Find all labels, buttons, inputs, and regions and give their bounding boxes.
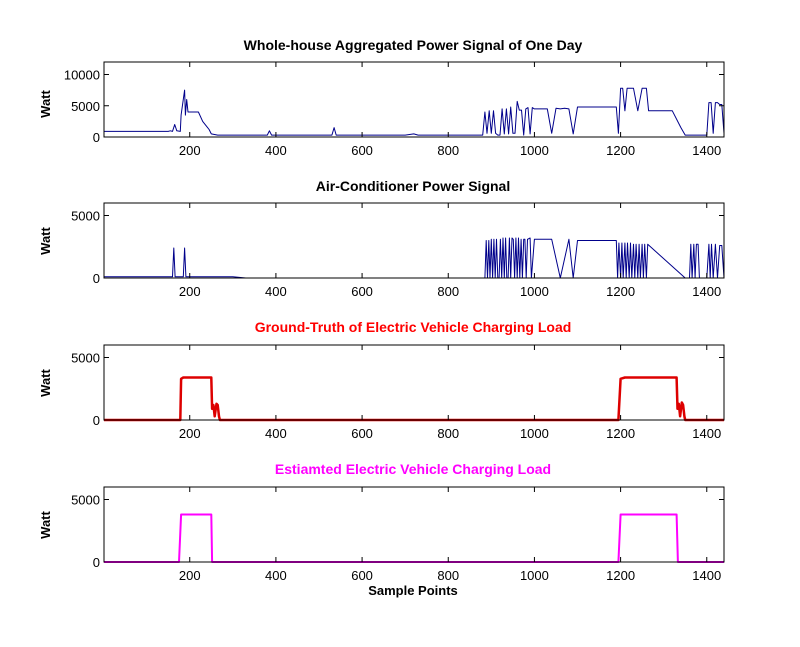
x-tick-label: 600 — [351, 284, 373, 299]
x-tick-label: 1000 — [520, 568, 549, 583]
x-tick-label: 400 — [265, 568, 287, 583]
chart-title: Estiamted Electric Vehicle Charging Load — [275, 461, 551, 477]
x-tick-label: 1400 — [692, 426, 721, 441]
panel-ev-estimated: Estiamted Electric Vehicle Charging Load… — [38, 461, 725, 598]
axes-frame — [103, 61, 725, 138]
series-line — [104, 87, 725, 136]
x-tick-label: 800 — [437, 284, 459, 299]
y-tick-label: 0 — [93, 555, 100, 570]
y-tick-label: 0 — [93, 413, 100, 428]
x-tick-label: 200 — [179, 284, 201, 299]
panel-air-conditioner: Air-Conditioner Power Signal Watt 200 400… — [38, 178, 725, 299]
x-tick-label: 800 — [437, 143, 459, 158]
x-tick-label: 200 — [179, 426, 201, 441]
x-tick-label: 1200 — [606, 284, 635, 299]
panel-ev-ground-truth: Ground-Truth of Electric Vehicle Chargin… — [38, 319, 725, 441]
y-axis-label: Watt — [38, 368, 53, 396]
x-tick-label: 1000 — [520, 426, 549, 441]
x-tick-label: 800 — [437, 426, 459, 441]
x-tick-label: 1400 — [692, 568, 721, 583]
y-axis-label: Watt — [38, 226, 53, 254]
axes-frame — [103, 344, 725, 421]
x-tick-label: 600 — [351, 143, 373, 158]
x-tick-label: 600 — [351, 568, 373, 583]
x-tick-label: 400 — [265, 284, 287, 299]
x-tick-label: 400 — [265, 143, 287, 158]
chart-title: Whole-house Aggregated Power Signal of O… — [244, 37, 583, 53]
x-tick-label: 800 — [437, 568, 459, 583]
y-tick-label: 0 — [93, 130, 100, 145]
x-tick-label: 1000 — [520, 143, 549, 158]
y-axis-label: Watt — [38, 510, 53, 538]
axes-frame — [103, 486, 725, 563]
y-tick-label: 5000 — [71, 351, 100, 366]
y-tick-label: 5000 — [71, 209, 100, 224]
series-line — [104, 513, 724, 563]
x-tick-label: 1400 — [692, 284, 721, 299]
x-tick-label: 1200 — [606, 568, 635, 583]
series-line — [104, 376, 724, 422]
y-tick-label: 5000 — [71, 493, 100, 508]
axes-frame — [103, 202, 725, 279]
x-tick-label: 1200 — [606, 426, 635, 441]
x-tick-label: 400 — [265, 426, 287, 441]
x-tick-label: 1200 — [606, 143, 635, 158]
series-line — [104, 237, 725, 279]
x-tick-label: 1400 — [692, 143, 721, 158]
panel-whole-house: Whole-house Aggregated Power Signal of O… — [38, 37, 725, 158]
x-axis-label: Sample Points — [368, 583, 458, 598]
chart-title: Ground-Truth of Electric Vehicle Chargin… — [255, 319, 572, 335]
x-tick-label: 200 — [179, 568, 201, 583]
y-tick-label: 5000 — [71, 99, 100, 114]
x-tick-label: 600 — [351, 426, 373, 441]
y-tick-label: 10000 — [64, 68, 100, 83]
x-tick-label: 1000 — [520, 284, 549, 299]
y-axis-label: Watt — [38, 89, 53, 117]
chart-title: Air-Conditioner Power Signal — [316, 178, 510, 194]
x-tick-label: 200 — [179, 143, 201, 158]
y-tick-label: 0 — [93, 271, 100, 286]
